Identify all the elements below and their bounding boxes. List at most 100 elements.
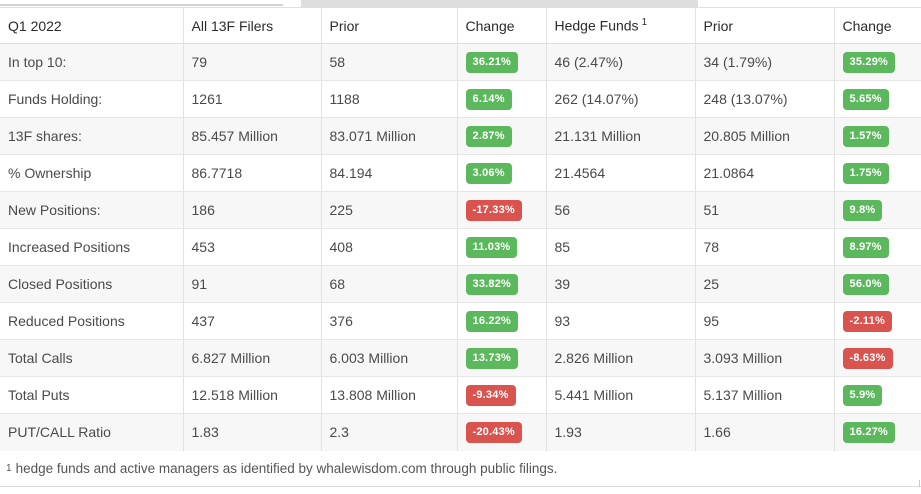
hedge-funds-prior: 5.137 Million <box>694 376 834 414</box>
table-row: In top 10: 79 58 36.21% 46 (2.47%) 34 (1.79%)… <box>0 43 921 81</box>
all-filers-value: 85.457 Million <box>182 117 321 155</box>
all-filers-change-cell: 3.06% <box>456 154 546 192</box>
hedge-funds-change-cell: 56.0% <box>833 265 921 303</box>
row-label: New Positions: <box>0 191 183 229</box>
hedge-funds-value: 39 <box>545 265 695 303</box>
hedge-funds-prior: 95 <box>694 302 834 340</box>
all-filers-prior: 83.071 Million <box>320 117 457 155</box>
all-filers-prior: 84.194 <box>320 154 457 192</box>
table-row: PUT/CALL Ratio 1.83 2.3 -20.43% 1.93 1.66 16.2… <box>0 413 921 451</box>
all-filers-value: 86.7718 <box>182 154 321 192</box>
row-label: In top 10: <box>0 43 183 81</box>
hedge-funds-change-cell: 35.29% <box>833 43 921 81</box>
hedge-funds-prior: 51 <box>694 191 834 229</box>
all-filers-change-cell: 2.87% <box>456 117 546 155</box>
hedge-funds-label: Hedge Funds <box>554 17 639 34</box>
all-filers-change-cell: 6.14% <box>456 80 546 118</box>
change-badge: 56.0% <box>842 273 889 295</box>
change-badge: 6.14% <box>465 88 512 110</box>
hedge-funds-value: 85 <box>545 228 695 266</box>
change-badge: 11.03% <box>465 236 518 258</box>
table-row: New Positions: 186 225 -17.33% 56 51 9.8% <box>0 191 921 229</box>
hedge-funds-footnote-marker: 1 <box>641 17 648 29</box>
change-badge: 3.06% <box>465 162 512 184</box>
all-filers-value: 1.83 <box>182 413 321 451</box>
all-filers-change-cell: -9.34% <box>456 376 546 414</box>
hedge-funds-value: 1.93 <box>545 413 695 451</box>
all-filers-change-cell: 11.03% <box>456 228 546 266</box>
all-filers-prior: 6.003 Million <box>320 339 457 377</box>
row-label: Closed Positions <box>0 265 183 303</box>
hedge-funds-change-cell: -8.63% <box>833 339 921 377</box>
all-filers-value: 437 <box>182 302 321 340</box>
hedge-funds-change-cell: 8.97% <box>833 228 921 266</box>
change-badge: 36.21% <box>465 51 519 73</box>
hedge-funds-value: 262 (14.07%) <box>545 80 695 118</box>
row-label: Funds Holding: <box>0 80 183 118</box>
row-label: % Ownership <box>0 154 183 192</box>
change-badge: 5.9% <box>842 384 883 406</box>
change-badge: 2.87% <box>465 125 512 147</box>
table-row: Funds Holding: 1261 1188 6.14% 262 (14.07%) 2… <box>0 80 921 118</box>
all-filers-value: 12.518 Million <box>182 376 321 414</box>
hedge-funds-change-cell: 5.9% <box>833 376 921 414</box>
table-row: % Ownership 86.7718 84.194 3.06% 21.4564 21.0… <box>0 154 921 192</box>
change-badge: -2.11% <box>842 310 892 332</box>
hedge-funds-prior: 3.093 Million <box>694 339 834 377</box>
hedge-funds-prior: 21.0864 <box>694 154 834 192</box>
all-filers-value: 453 <box>182 228 321 266</box>
table-row: Increased Positions 453 408 11.03% 85 78 8.97% <box>0 228 921 266</box>
hedge-funds-prior: 1.66 <box>694 413 834 451</box>
all-filers-change-cell: 33.82% <box>456 265 546 303</box>
hedge-funds-prior: 25 <box>694 265 834 303</box>
all-filers-prior: 376 <box>320 302 457 340</box>
corner-mark <box>919 480 920 487</box>
table-row: 13F shares: 85.457 Million 83.071 Million 2… <box>0 117 921 155</box>
all-filers-prior: 225 <box>320 191 457 229</box>
all-filers-prior: 68 <box>320 265 457 303</box>
hedge-funds-value: 56 <box>545 191 695 229</box>
hedge-funds-change-cell: -2.11% <box>833 302 921 340</box>
change-badge: 33.82% <box>465 273 519 295</box>
hedge-funds-value: 2.826 Million <box>545 339 695 377</box>
row-label: PUT/CALL Ratio <box>0 413 183 451</box>
change-badge: -17.33% <box>465 199 522 221</box>
all-filers-value: 79 <box>182 43 321 81</box>
hedge-funds-change-cell: 1.75% <box>833 154 921 192</box>
all-filers-change-cell: 36.21% <box>456 43 546 81</box>
all-filers-prior: 2.3 <box>320 413 457 451</box>
all-filers-change-cell: -20.43% <box>456 413 546 451</box>
tab-remnant-inactive[interactable] <box>301 0 698 7</box>
footnote: 1 hedge funds and active managers as ide… <box>0 450 921 487</box>
table-row: Reduced Positions 437 376 16.22% 93 95 -2.11% <box>0 302 921 340</box>
tab-remnant-active[interactable] <box>0 0 283 6</box>
col-header-quarter: Q1 2022 <box>0 7 183 44</box>
hedge-funds-change-cell: 9.8% <box>833 191 921 229</box>
header-row: Q1 2022 All 13F Filers Prior Change Hedg… <box>0 7 921 44</box>
table-row: Total Calls 6.827 Million 6.003 Million 13.… <box>0 339 921 377</box>
change-badge: -8.63% <box>842 347 893 369</box>
hedge-funds-prior: 248 (13.07%) <box>694 80 834 118</box>
hedge-funds-value: 5.441 Million <box>545 376 695 414</box>
table-row: Closed Positions 91 68 33.82% 39 25 56.0% <box>0 265 921 303</box>
change-badge: -9.34% <box>465 384 516 406</box>
row-label: Total Puts <box>0 376 183 414</box>
row-label: 13F shares: <box>0 117 183 155</box>
change-badge: -20.43% <box>465 421 522 443</box>
change-badge: 5.65% <box>842 88 889 110</box>
change-badge: 8.97% <box>842 236 889 258</box>
change-badge: 9.8% <box>842 199 883 221</box>
col-header-all-13f-filers: All 13F Filers <box>182 7 321 44</box>
table-header: Q1 2022 All 13F Filers Prior Change Hedg… <box>0 7 921 44</box>
all-filers-change-cell: 16.22% <box>456 302 546 340</box>
all-filers-value: 91 <box>182 265 321 303</box>
hedge-funds-prior: 78 <box>694 228 834 266</box>
hedge-funds-value: 93 <box>545 302 695 340</box>
holdings-summary-table: Q1 2022 All 13F Filers Prior Change Hedg… <box>0 7 921 451</box>
change-badge: 16.27% <box>842 421 896 443</box>
hedge-funds-change-cell: 16.27% <box>833 413 921 451</box>
all-filers-value: 186 <box>182 191 321 229</box>
col-header-prior-all: Prior <box>320 7 457 44</box>
col-header-hedge-funds: Hedge Funds 1 <box>545 7 695 44</box>
hedge-funds-value: 46 (2.47%) <box>545 43 695 81</box>
